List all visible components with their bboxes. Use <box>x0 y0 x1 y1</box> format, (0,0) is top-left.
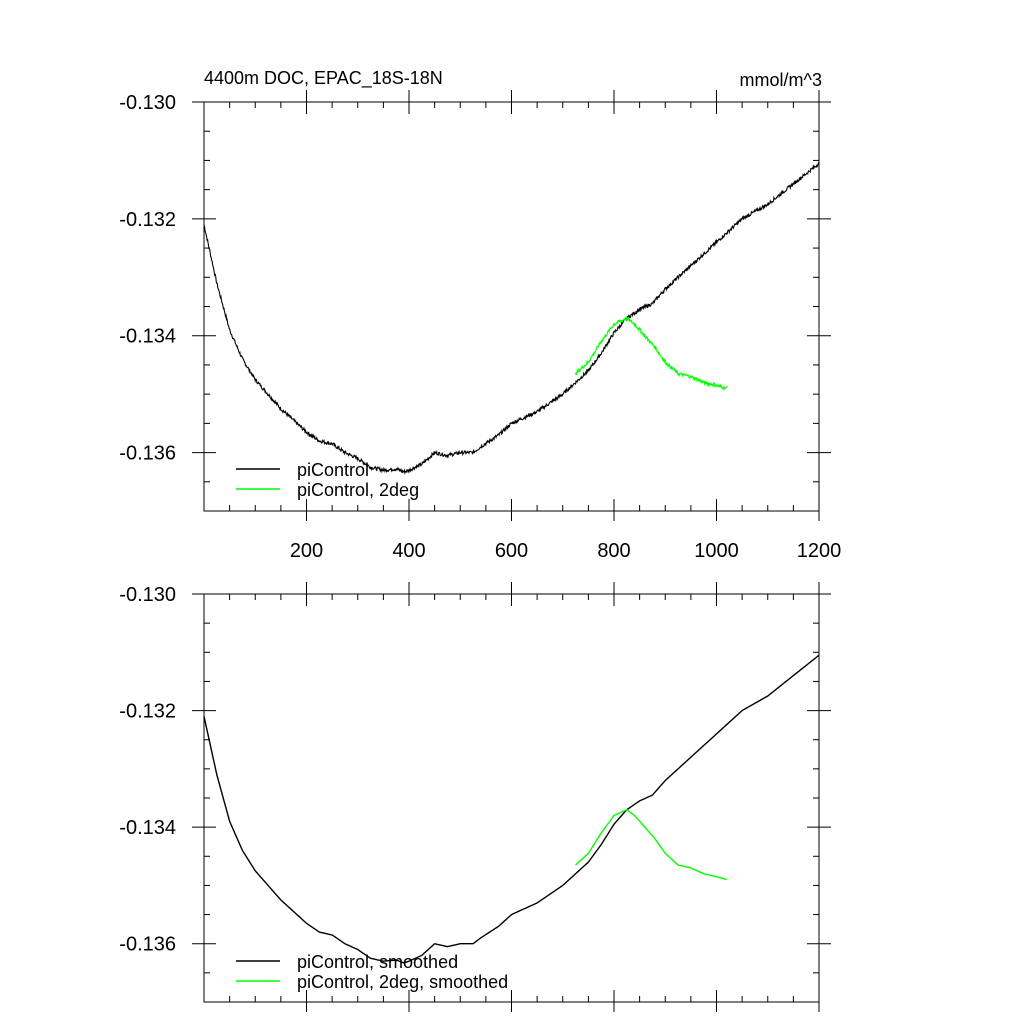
x-tick-label: 200 <box>290 540 323 562</box>
y-tick-label: -0.136 <box>119 443 176 465</box>
series-line-picontrol-2deg <box>575 316 728 391</box>
series-line-picontrol-2deg <box>575 808 727 881</box>
x-tick-label: 600 <box>495 540 528 562</box>
x-tick-label: 800 <box>597 540 630 562</box>
chart-title: 4400m DOC, EPAC_18S-18N <box>204 68 443 89</box>
series-line-picontrol <box>203 654 820 964</box>
y-tick-label: -0.134 <box>119 326 176 348</box>
legend-label: piControl, 2deg <box>297 480 419 500</box>
series-line-picontrol <box>203 161 820 476</box>
units-label: mmol/m^3 <box>740 70 822 90</box>
bottom-panel: -0.130 -0.132 -0.134 -0.136 piControl, smoot… <box>119 582 831 1012</box>
y-tick-label: -0.130 <box>119 584 176 606</box>
y-tick-label: -0.132 <box>119 209 176 231</box>
legend-label: piControl <box>297 460 369 480</box>
y-tick-label: -0.132 <box>119 701 176 723</box>
y-tick-label: -0.130 <box>119 92 176 114</box>
x-tick-label: 1200 <box>797 540 842 562</box>
y-tick-label: -0.134 <box>119 817 176 839</box>
plot-frame <box>203 593 820 1003</box>
y-tick-label: -0.136 <box>119 934 176 956</box>
top-panel: 200 400 600 800 1000 1200 -0.130 -0.132 -0.134 -0… <box>119 90 841 562</box>
x-tick-label: 1000 <box>694 540 739 562</box>
x-tick-label: 400 <box>392 540 425 562</box>
plot-frame <box>203 101 820 512</box>
legend-label: piControl, smoothed <box>297 952 458 972</box>
legend-label: piControl, 2deg, smoothed <box>297 972 508 992</box>
